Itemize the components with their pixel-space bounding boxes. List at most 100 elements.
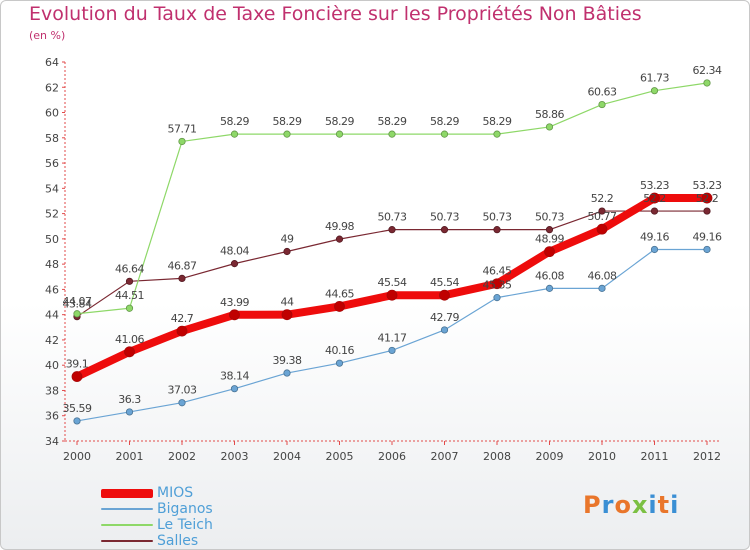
legend-item: Le Teich	[101, 517, 213, 533]
data-label: 58.29	[430, 115, 459, 128]
data-point	[596, 223, 608, 235]
data-label: 44.07	[63, 295, 92, 308]
y-tick-label: 46	[45, 283, 59, 296]
data-label: 35.59	[63, 402, 92, 415]
data-label: 46.64	[115, 262, 144, 275]
data-point	[176, 325, 188, 337]
labels-le-teich: 44.07 44.51 57.71 58.29 58.29 58.29 58.29 58.29…	[63, 64, 723, 308]
data-point	[703, 207, 711, 215]
data-point	[493, 294, 501, 302]
data-point	[230, 130, 239, 138]
data-point	[493, 130, 501, 138]
data-label: 49.98	[325, 220, 354, 233]
data-label: 50.77	[588, 210, 617, 223]
data-point	[178, 399, 186, 407]
y-tick-label: 42	[45, 334, 59, 347]
data-label: 50.73	[378, 211, 407, 224]
data-point	[281, 309, 293, 321]
data-label: 46.08	[588, 269, 617, 282]
data-label: 52.2	[643, 192, 666, 205]
data-point	[440, 326, 449, 334]
data-point	[388, 226, 396, 234]
data-point	[125, 277, 134, 285]
x-tick-label: 2006	[378, 450, 406, 463]
data-point	[230, 385, 239, 393]
data-point	[335, 235, 344, 243]
y-tick-label: 36	[45, 410, 59, 423]
data-label: 61.73	[640, 72, 669, 85]
legend-label: Salles	[157, 533, 199, 549]
data-point	[125, 304, 134, 312]
data-label: 49.16	[640, 230, 669, 243]
data-label: 52.2	[696, 192, 719, 205]
data-label: 44	[281, 296, 294, 309]
data-label: 58.29	[378, 115, 407, 128]
data-label: 50.73	[430, 211, 459, 224]
data-point	[650, 207, 659, 215]
x-tick-label: 2002	[168, 450, 196, 463]
data-point	[73, 417, 81, 425]
data-label: 40.16	[325, 344, 354, 357]
y-tick-label: 62	[45, 81, 59, 94]
y-tick-label: 44	[45, 309, 59, 322]
data-label: 50.73	[535, 211, 564, 224]
data-point	[703, 79, 711, 87]
data-label: 62.34	[693, 64, 722, 77]
x-tick-label: 2000	[63, 450, 91, 463]
y-tick-label: 40	[45, 359, 59, 372]
data-label: 42.79	[430, 311, 459, 324]
chart-subtitle: (en %)	[29, 29, 66, 42]
data-label: 46.87	[168, 259, 197, 272]
data-label: 58.29	[273, 115, 302, 128]
data-label: 57.71	[168, 122, 197, 135]
data-point	[124, 346, 135, 358]
y-tick-label: 64	[45, 56, 59, 69]
data-label: 43.99	[220, 296, 249, 309]
data-point	[493, 226, 501, 234]
data-point	[388, 346, 396, 355]
data-point	[71, 371, 83, 382]
data-label: 53.23	[640, 179, 669, 192]
data-point	[491, 278, 503, 290]
data-label: 45.35	[483, 279, 512, 292]
series-biganos	[73, 245, 711, 425]
legend-item: MIOS	[101, 485, 213, 501]
data-point	[598, 207, 606, 215]
legend-swatch	[101, 508, 153, 510]
y-tick-label: 48	[45, 258, 59, 271]
data-point	[440, 130, 449, 138]
data-point	[544, 246, 555, 258]
data-label: 41.06	[115, 333, 144, 346]
data-label: 53.23	[693, 179, 722, 192]
series-salles	[73, 207, 711, 321]
data-point	[335, 130, 344, 138]
x-tick-label: 2010	[588, 450, 616, 463]
data-point	[334, 301, 345, 312]
data-label: 49	[281, 233, 294, 246]
data-point	[440, 226, 449, 234]
data-label: 39.38	[273, 354, 302, 367]
x-tick-label: 2011	[641, 450, 669, 463]
data-point	[230, 260, 239, 268]
data-label: 52.2	[591, 192, 614, 205]
data-label: 43.84	[63, 298, 92, 311]
y-tick-label: 54	[45, 182, 59, 195]
data-label: 58.86	[535, 108, 564, 121]
data-point	[545, 284, 554, 292]
data-label: 48.99	[535, 233, 564, 246]
x-tick-label: 2009	[536, 450, 564, 463]
legend-item: Biganos	[101, 501, 213, 517]
x-tick-label: 2012	[693, 450, 721, 463]
chart-title: Evolution du Taux de Taxe Foncière sur l…	[29, 3, 642, 25]
labels-biganos: 35.59 36.3 37.03 38.14 39.38 40.16 41.17 42.79 4…	[63, 230, 723, 415]
data-label: 36.3	[118, 393, 141, 406]
data-point	[178, 137, 186, 146]
legend-label: Le Teich	[157, 517, 213, 533]
data-point	[73, 310, 81, 318]
data-point	[283, 369, 291, 377]
data-label: 49.16	[693, 230, 722, 243]
y-tick-label: 56	[45, 157, 59, 170]
y-tick-label: 34	[45, 435, 59, 448]
